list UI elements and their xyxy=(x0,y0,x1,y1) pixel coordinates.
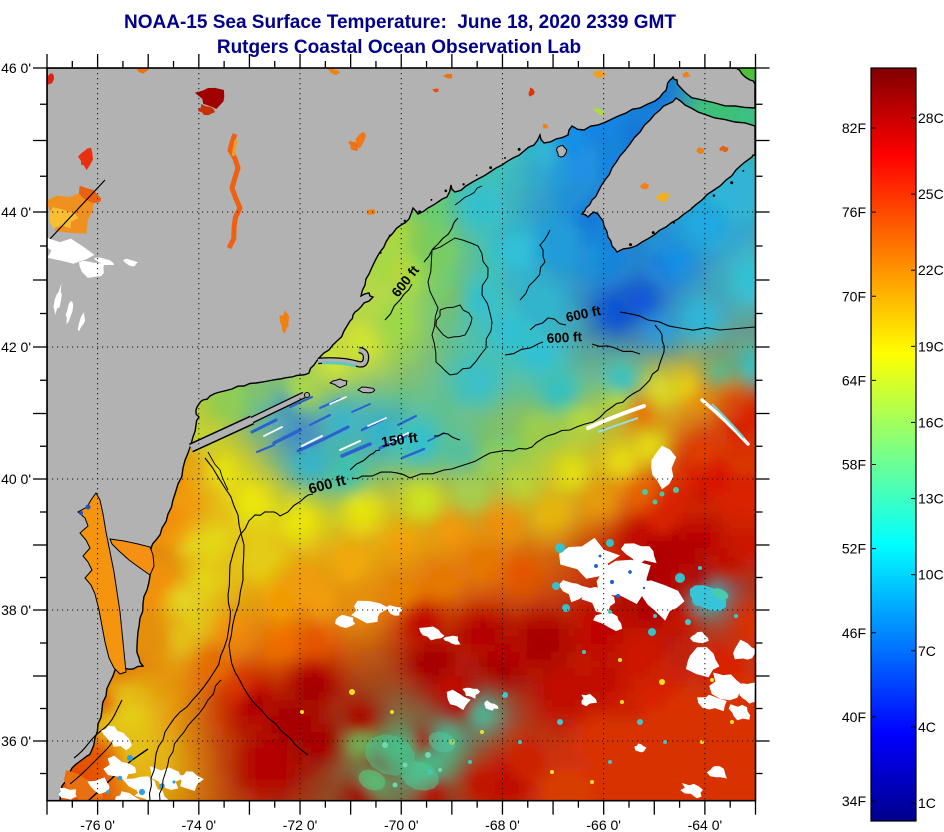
svg-text:40 0': 40 0' xyxy=(1,471,31,487)
svg-text:25C: 25C xyxy=(918,186,944,202)
svg-text:42 0': 42 0' xyxy=(1,339,31,355)
svg-text:-64 0': -64 0' xyxy=(688,817,723,832)
svg-text:10C: 10C xyxy=(918,567,944,583)
svg-text:1C: 1C xyxy=(918,795,936,811)
svg-text:150 ft: 150 ft xyxy=(380,429,419,450)
svg-text:600 ft: 600 ft xyxy=(546,329,583,346)
svg-text:-68 0': -68 0' xyxy=(485,817,520,832)
svg-text:-76 0': -76 0' xyxy=(80,817,115,832)
svg-text:4C: 4C xyxy=(918,719,936,735)
svg-text:Rutgers Coastal Ocean Observat: Rutgers Coastal Ocean Observation Lab xyxy=(217,37,581,58)
svg-text:52F: 52F xyxy=(842,541,866,557)
svg-text:38 0': 38 0' xyxy=(1,602,31,618)
svg-text:-66 0': -66 0' xyxy=(586,817,621,832)
svg-text:64F: 64F xyxy=(842,372,866,388)
svg-text:46 0': 46 0' xyxy=(1,60,31,76)
svg-text:-72 0': -72 0' xyxy=(283,817,318,832)
svg-text:600 ft: 600 ft xyxy=(565,303,603,325)
svg-text:34F: 34F xyxy=(842,793,866,809)
svg-text:13C: 13C xyxy=(918,491,944,507)
svg-text:40F: 40F xyxy=(842,709,866,725)
svg-text:70F: 70F xyxy=(842,288,866,304)
svg-text:NOAA-15 Sea Surface Temperatur: NOAA-15 Sea Surface Temperature: June 18… xyxy=(124,12,676,33)
svg-text:22C: 22C xyxy=(918,262,944,278)
svg-text:58F: 58F xyxy=(842,457,866,473)
svg-text:36 0': 36 0' xyxy=(1,733,31,749)
svg-text:44 0': 44 0' xyxy=(1,204,31,220)
svg-text:-70 0': -70 0' xyxy=(384,817,419,832)
svg-text:7C: 7C xyxy=(918,643,936,659)
svg-text:82F: 82F xyxy=(842,120,866,136)
svg-text:46F: 46F xyxy=(842,625,866,641)
svg-text:16C: 16C xyxy=(918,414,944,430)
svg-text:76F: 76F xyxy=(842,204,866,220)
svg-text:19C: 19C xyxy=(918,338,944,354)
svg-text:-74 0': -74 0' xyxy=(182,817,217,832)
svg-text:28C: 28C xyxy=(918,110,944,126)
